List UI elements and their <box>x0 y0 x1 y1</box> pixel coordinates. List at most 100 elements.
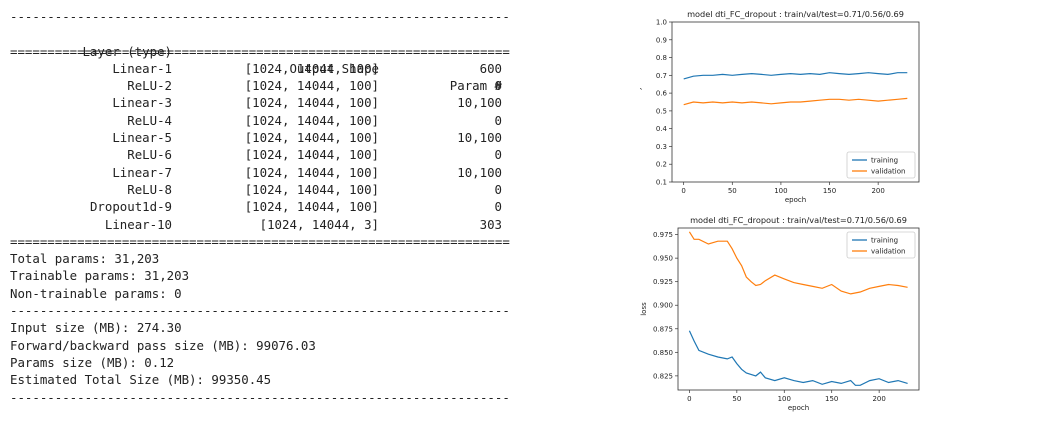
layer-output-shape: [1024, 14044, 100] <box>244 78 379 94</box>
params-size: Params size (MB): 0.12 <box>10 354 175 370</box>
y-tick-label: 0.925 <box>653 278 673 286</box>
layer-row: Linear-7 [1024, 14044, 100] 10,100 <box>10 164 510 181</box>
layer-param-count: 10,100 <box>457 164 502 180</box>
y-tick-label: 0.975 <box>653 231 673 239</box>
non-trainable-params: Non-trainable params: 0 <box>10 285 182 301</box>
layer-output-shape: [1024, 14044, 100] <box>244 181 379 197</box>
layer-row: ReLU-2 [1024, 14044, 100] 0 <box>10 77 510 94</box>
series-line-training <box>688 330 908 386</box>
x-tick-label: 50 <box>732 395 741 403</box>
forward-backward-size: Forward/backward pass size (MB): 99076.0… <box>10 337 316 353</box>
layer-row: Linear-1 [1024, 14044, 100] 600 <box>10 60 510 77</box>
layer-name: Dropout1d-9 <box>89 199 172 215</box>
layer-output-shape: [1024, 14044, 100] <box>244 60 379 76</box>
layer-param-count: 10,100 <box>457 95 502 111</box>
y-tick-label: 0.1 <box>656 179 667 187</box>
chart-title: model dti_FC_dropout : train/val/test=0.… <box>690 215 907 225</box>
layer-name: ReLU-4 <box>127 112 172 128</box>
layer-name: Linear-10 <box>104 216 172 232</box>
legend: training validation <box>846 231 916 259</box>
layer-param-count: 0 <box>494 78 502 94</box>
x-tick-label: 100 <box>778 395 791 403</box>
x-tick-label: 0 <box>687 395 691 403</box>
x-tick-label: 150 <box>825 395 838 403</box>
x-axis-label: epoch <box>785 196 806 204</box>
y-tick-label: 0.9 <box>656 36 667 44</box>
header-layer-type: Layer (type) <box>82 43 172 59</box>
trainable-params: Trainable params: 31,203 <box>10 268 190 284</box>
y-tick-label: 0.4 <box>656 125 668 133</box>
y-tick-label: 0.6 <box>656 90 668 98</box>
layer-output-shape: [1024, 14044, 100] <box>244 147 379 163</box>
y-tick-label: 1.0 <box>656 19 667 27</box>
x-tick-label: 200 <box>872 395 885 403</box>
x-tick-label: 150 <box>823 187 836 195</box>
layer-name: Linear-1 <box>112 60 172 76</box>
x-tick-label: 200 <box>871 187 884 195</box>
summary-rule: ========================================… <box>10 233 510 249</box>
y-tick-label: 0.5 <box>656 107 667 115</box>
layer-param-count: 0 <box>494 181 502 197</box>
layer-name: ReLU-8 <box>127 181 172 197</box>
legend-label-validation: validation <box>871 248 905 256</box>
layer-row: Dropout1d-9 [1024, 14044, 100] 0 <box>10 198 510 215</box>
layer-param-count: 0 <box>494 147 502 163</box>
x-tick-label: 50 <box>728 187 737 195</box>
layer-output-shape: [1024, 14044, 100] <box>244 130 379 146</box>
layer-output-shape: [1024, 14044, 100] <box>244 164 379 180</box>
summary-header-row: Layer (type) Output Shape Param # <box>10 25 510 94</box>
estimated-total-size: Estimated Total Size (MB): 99350.45 <box>10 372 272 388</box>
layer-row: ReLU-4 [1024, 14044, 100] 0 <box>10 112 510 129</box>
x-axis-label: epoch <box>788 404 809 412</box>
layer-param-count: 0 <box>494 199 502 215</box>
series-line-validation <box>683 97 908 106</box>
summary-rule: ========================================… <box>10 43 510 59</box>
layer-name: ReLU-2 <box>127 78 172 94</box>
y-tick-label: 0.7 <box>656 72 667 80</box>
layer-row: ReLU-6 [1024, 14044, 100] 0 <box>10 146 510 163</box>
chart-title: model dti_FC_dropout : train/val/test=0.… <box>687 9 904 19</box>
header-output-shape: Output Shape <box>289 60 379 76</box>
legend-label-validation: validation <box>871 168 905 176</box>
summary-rule: ----------------------------------------… <box>10 9 510 24</box>
header-param-count: Param # <box>449 78 502 94</box>
accuracy-chart: model dti_FC_dropout : train/val/test=0.… <box>640 9 920 204</box>
y-tick-label: 0.850 <box>653 349 673 357</box>
layer-output-shape: [1024, 14044, 3] <box>259 216 379 232</box>
layer-table: Linear-1 [1024, 14044, 100] 600 ReLU-2 [1024… <box>10 60 510 233</box>
x-tick-label: 0 <box>681 187 685 195</box>
summary-rule: ----------------------------------------… <box>10 389 510 405</box>
input-size: Input size (MB): 274.30 <box>10 320 182 336</box>
plot-frame <box>671 21 920 183</box>
layer-name: Linear-7 <box>112 164 172 180</box>
y-tick-label: 0.2 <box>656 161 667 169</box>
y-axis-label: accuracy <box>640 86 642 118</box>
y-tick-label: 0.900 <box>653 302 673 310</box>
series-line-training <box>683 72 908 80</box>
summary-rule: ----------------------------------------… <box>10 303 510 319</box>
layer-param-count: 0 <box>494 112 502 128</box>
layer-param-count: 10,100 <box>457 130 502 146</box>
legend-label-training: training <box>871 157 898 165</box>
y-tick-label: 0.8 <box>656 54 667 62</box>
layer-output-shape: [1024, 14044, 100] <box>244 95 379 111</box>
layer-name: Linear-3 <box>112 95 172 111</box>
model-summary: ----------------------------------------… <box>10 8 510 406</box>
y-tick-label: 0.875 <box>653 325 673 333</box>
series-line-validation <box>688 231 908 295</box>
layer-param-count: 303 <box>479 216 502 232</box>
layer-output-shape: [1024, 14044, 100] <box>244 112 379 128</box>
y-tick-label: 0.950 <box>653 255 673 263</box>
layer-name: ReLU-6 <box>127 147 172 163</box>
layer-name: Linear-5 <box>112 130 172 146</box>
legend-label-training: training <box>871 237 898 245</box>
layer-row: Linear-10 [1024, 14044, 3] 303 <box>10 216 510 233</box>
layer-output-shape: [1024, 14044, 100] <box>244 199 379 215</box>
layer-row: Linear-5 [1024, 14044, 100] 10,100 <box>10 129 510 146</box>
y-tick-label: 0.3 <box>656 143 667 151</box>
plot-frame <box>677 227 920 391</box>
loss-chart: model dti_FC_dropout : train/val/test=0.… <box>640 215 920 412</box>
y-tick-label: 0.825 <box>653 372 673 380</box>
layer-param-count: 600 <box>479 60 502 76</box>
total-params: Total params: 31,203 <box>10 251 160 267</box>
